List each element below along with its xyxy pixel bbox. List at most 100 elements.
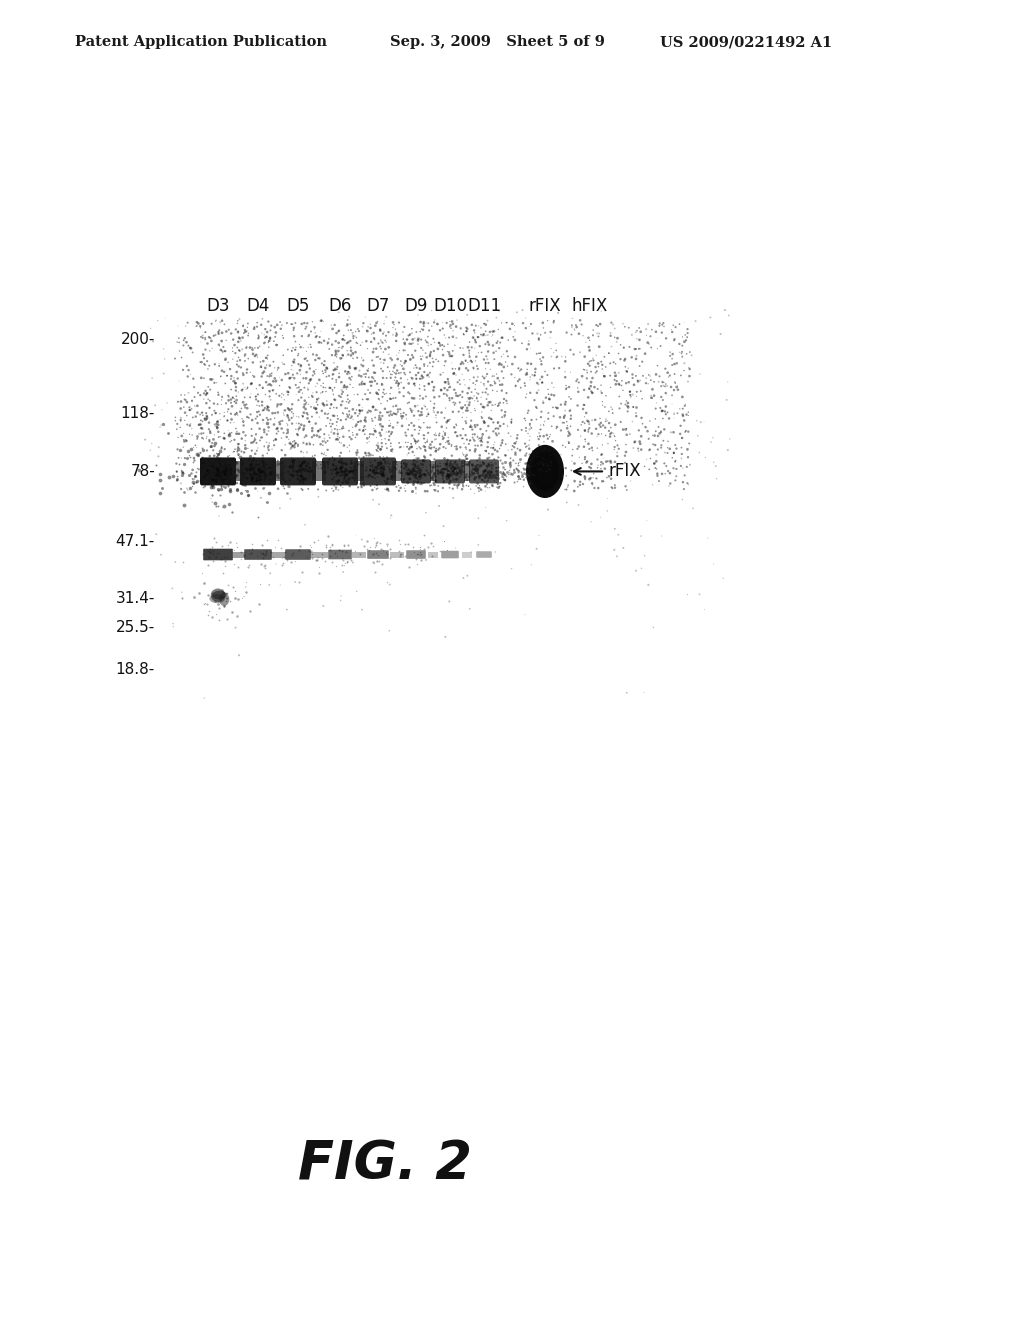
Point — [630, 441, 646, 462]
Point — [453, 463, 469, 484]
Point — [685, 498, 701, 519]
Point — [571, 342, 588, 363]
Point — [380, 469, 396, 490]
Point — [628, 405, 644, 426]
Point — [545, 430, 561, 451]
Point — [557, 346, 573, 367]
Point — [480, 453, 497, 474]
Point — [220, 399, 237, 420]
Point — [606, 540, 623, 561]
Point — [509, 425, 525, 446]
Point — [182, 478, 199, 499]
Point — [692, 412, 709, 433]
Point — [354, 389, 371, 411]
Point — [562, 416, 579, 437]
Point — [662, 438, 678, 459]
Point — [214, 470, 230, 491]
Point — [627, 432, 643, 453]
Point — [249, 470, 265, 491]
Point — [453, 437, 469, 458]
Point — [213, 579, 229, 601]
Point — [240, 348, 256, 370]
Point — [252, 573, 268, 594]
Point — [263, 375, 280, 396]
Point — [374, 463, 390, 484]
Point — [212, 403, 228, 424]
Point — [472, 445, 488, 466]
Point — [454, 461, 470, 482]
Point — [316, 550, 333, 572]
Point — [341, 441, 357, 462]
Point — [372, 337, 388, 358]
Point — [252, 375, 268, 396]
Text: 25.5-: 25.5- — [116, 620, 155, 635]
Bar — [390, 552, 404, 557]
Point — [335, 465, 351, 486]
Point — [543, 451, 559, 473]
Point — [359, 321, 376, 342]
Point — [680, 322, 696, 343]
Point — [413, 417, 429, 438]
Point — [351, 449, 368, 470]
Point — [468, 371, 484, 392]
Point — [722, 429, 738, 450]
Point — [464, 381, 480, 403]
Point — [475, 374, 492, 395]
Point — [546, 469, 562, 490]
Point — [413, 473, 429, 494]
Point — [408, 466, 424, 487]
Point — [220, 474, 237, 495]
Point — [422, 362, 438, 383]
Point — [667, 451, 683, 473]
Point — [469, 473, 485, 494]
Point — [481, 467, 498, 488]
Point — [680, 474, 696, 495]
Point — [335, 561, 351, 582]
Point — [203, 330, 219, 351]
Point — [475, 470, 492, 491]
Point — [492, 392, 508, 413]
Point — [294, 453, 310, 474]
Point — [376, 459, 392, 480]
Point — [415, 450, 431, 471]
Point — [435, 458, 452, 479]
Point — [579, 360, 595, 381]
Point — [190, 459, 207, 480]
Point — [442, 462, 459, 483]
Point — [564, 450, 581, 471]
Point — [197, 409, 213, 430]
Point — [410, 473, 426, 494]
Point — [307, 350, 324, 371]
Point — [395, 322, 412, 343]
Point — [399, 473, 416, 494]
Point — [269, 417, 286, 438]
Point — [500, 355, 516, 376]
Point — [391, 433, 408, 454]
Point — [204, 368, 220, 389]
Point — [382, 388, 398, 409]
Point — [254, 309, 270, 330]
Point — [250, 467, 266, 488]
Point — [193, 384, 209, 405]
Point — [227, 376, 244, 397]
Point — [577, 359, 593, 380]
Point — [623, 387, 639, 408]
Point — [303, 471, 319, 492]
Point — [251, 461, 267, 482]
Point — [385, 312, 401, 333]
Point — [379, 474, 395, 495]
Point — [666, 330, 682, 351]
Point — [574, 474, 591, 495]
Point — [674, 488, 690, 510]
Point — [269, 396, 286, 417]
Point — [593, 375, 609, 396]
Point — [218, 470, 234, 491]
Point — [381, 360, 397, 381]
Point — [245, 432, 261, 453]
Point — [542, 451, 558, 473]
Point — [423, 300, 439, 321]
Point — [339, 404, 355, 425]
Point — [470, 367, 486, 388]
Point — [350, 454, 367, 475]
Point — [342, 455, 358, 477]
